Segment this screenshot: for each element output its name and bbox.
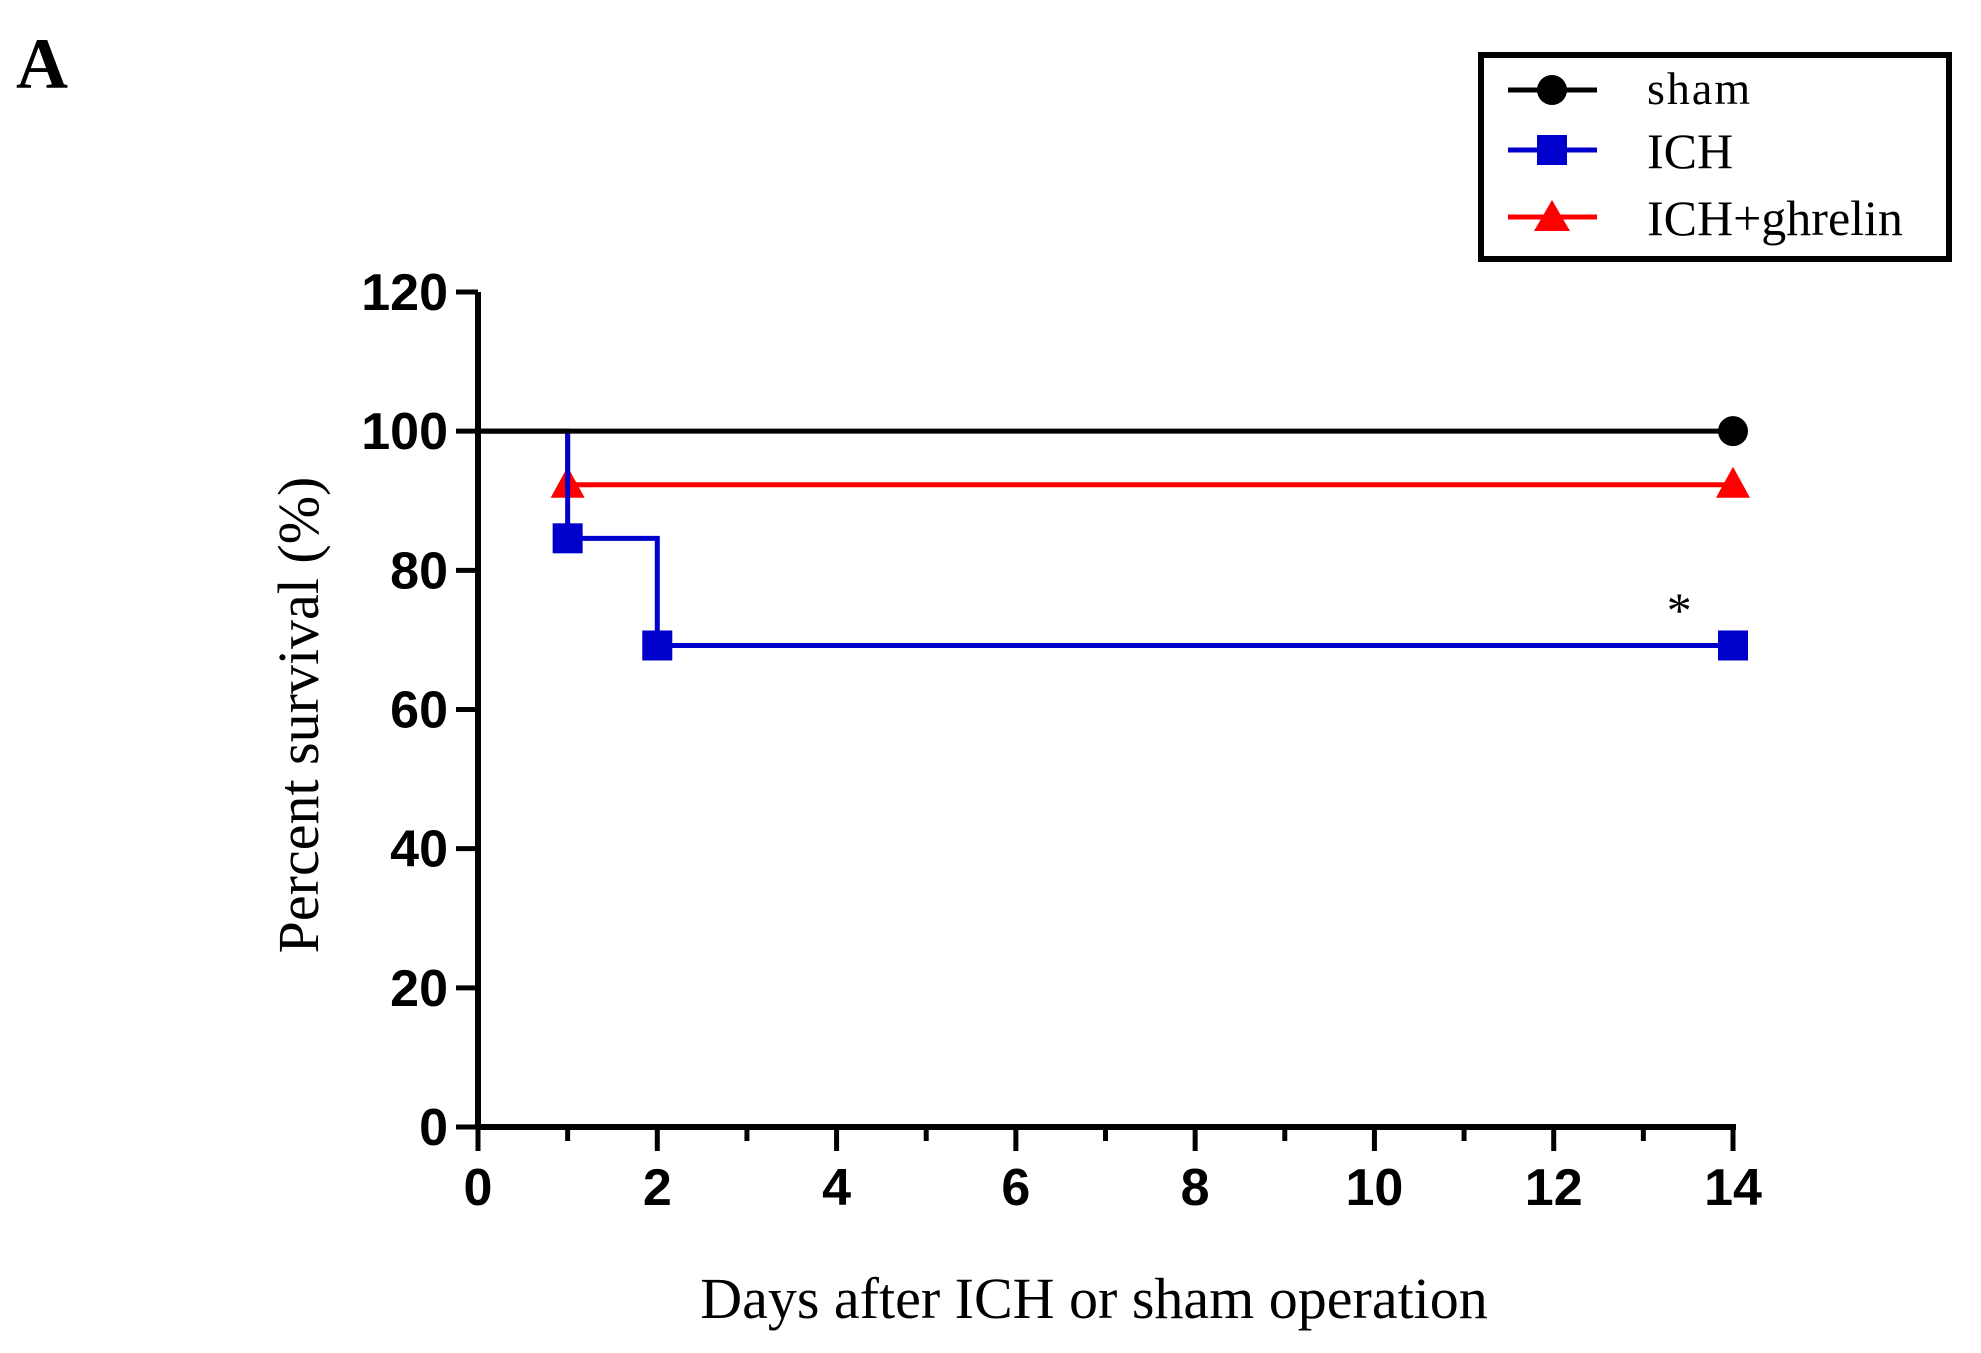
- y-tick-label: 80: [390, 542, 448, 600]
- legend-entry-ich-ghrelin: ICH+ghrelin: [1508, 190, 1903, 246]
- y-tick-label: 60: [390, 682, 448, 740]
- legend-marker-circle: [1537, 75, 1567, 105]
- legend-label-ich-ghrelin: ICH+ghrelin: [1647, 190, 1903, 246]
- x-tick-label: 12: [1525, 1159, 1583, 1217]
- series-line: [478, 428, 1733, 488]
- x-tick-label: 8: [1181, 1159, 1210, 1217]
- legend-label-ich: ICH: [1647, 123, 1733, 179]
- x-tick-label: 10: [1346, 1159, 1404, 1217]
- legend-marker-triangle: [1534, 200, 1570, 231]
- x-tick-label: 2: [643, 1159, 672, 1217]
- data-point-square: [1718, 630, 1748, 661]
- y-axis-label: Percent survival (%): [266, 477, 331, 954]
- panel-label: A: [16, 24, 68, 104]
- significance-asterisk: *: [1667, 582, 1692, 638]
- data-point-square: [642, 630, 673, 661]
- legend-entry-ich: ICH: [1508, 123, 1733, 179]
- legend-entry-sham: sham: [1508, 63, 1752, 114]
- x-tick-label: 0: [464, 1159, 493, 1217]
- x-tick-label: 6: [1001, 1159, 1030, 1217]
- y-tick-label: 100: [361, 403, 448, 461]
- legend: sham ICH ICH+ghrelin: [1478, 52, 1952, 262]
- y-tick-label: 20: [390, 960, 448, 1018]
- x-tick-label: 14: [1704, 1159, 1762, 1217]
- y-tick-label: 0: [419, 1099, 448, 1157]
- legend-marker-square: [1537, 135, 1567, 165]
- series-sham: [478, 416, 1748, 447]
- legend-label-sham: sham: [1647, 63, 1752, 114]
- data-point-square: [552, 523, 583, 554]
- x-tick-label: 4: [822, 1159, 851, 1217]
- series-ich: [478, 428, 1748, 661]
- data-point-triangle: [1716, 466, 1750, 498]
- series-line: [478, 428, 1733, 648]
- y-tick-label: 40: [390, 821, 448, 879]
- axes: 0 20 40 60 80 100 120 0 2 4 6 8 10 12 14: [361, 264, 1762, 1217]
- data-point-circle: [1718, 416, 1748, 447]
- x-axis-label: Days after ICH or sham operation: [700, 1266, 1488, 1331]
- series-ich-ghrelin: [478, 428, 1750, 498]
- y-tick-label: 120: [361, 264, 448, 322]
- series-layer: *: [478, 416, 1750, 661]
